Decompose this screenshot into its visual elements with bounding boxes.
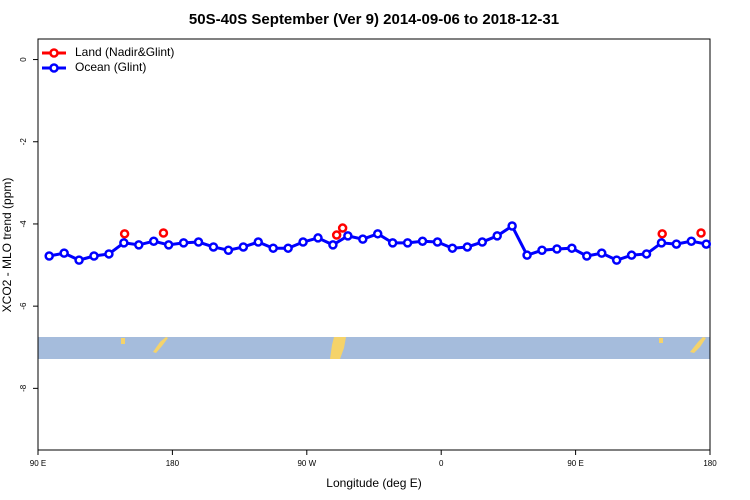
point (611, 255, 622, 265)
point (74, 255, 84, 265)
point (447, 243, 458, 253)
point (567, 243, 577, 253)
y-tick-label: -6 (19, 302, 28, 310)
point (163, 240, 174, 250)
land-patch (330, 337, 346, 359)
x-tick-label: 0 (439, 459, 444, 468)
point (44, 251, 54, 261)
y-tick-label: -8 (19, 384, 28, 392)
point (283, 243, 293, 253)
point (596, 248, 607, 258)
point (193, 237, 204, 247)
point (158, 228, 169, 238)
ocean-band (38, 337, 710, 359)
point (238, 242, 249, 252)
point (686, 236, 697, 246)
point (268, 243, 278, 253)
point (148, 236, 159, 246)
point (104, 249, 114, 259)
point (417, 236, 428, 246)
y-tick-label: 0 (19, 57, 28, 62)
point (89, 251, 99, 261)
point (641, 249, 652, 259)
point (656, 238, 667, 248)
point (119, 238, 129, 248)
map-strip (38, 337, 710, 359)
point (626, 250, 637, 260)
point (223, 245, 234, 256)
point (298, 237, 308, 247)
y-tick-label: -4 (19, 220, 28, 228)
point (59, 248, 69, 258)
point (657, 229, 667, 239)
land-patch (121, 338, 125, 344)
point (358, 234, 368, 244)
x-tick-label: 180 (166, 459, 180, 468)
point (552, 244, 562, 254)
y-tick-label: -2 (19, 138, 28, 146)
legend-marker (49, 48, 59, 58)
point (537, 245, 547, 256)
point (331, 230, 342, 240)
point (328, 240, 338, 250)
point (178, 238, 189, 248)
land-patch (690, 337, 706, 353)
legend-label: Land (Nadir&Glint) (75, 45, 174, 59)
point (134, 240, 144, 250)
x-tick-label: 180 (703, 459, 717, 468)
point (522, 250, 532, 260)
x-tick-label: 90 W (297, 459, 316, 468)
point (402, 238, 413, 248)
y-axis-label: XCO2 - MLO trend (ppm) (0, 178, 14, 313)
point (507, 221, 517, 231)
point (343, 231, 353, 241)
legend-label: Ocean (Glint) (75, 60, 146, 74)
point (582, 251, 592, 261)
point (372, 229, 383, 239)
point (387, 238, 398, 248)
point (492, 231, 502, 241)
point (462, 242, 473, 252)
land-patch (153, 337, 168, 353)
point (477, 237, 488, 247)
point (696, 228, 706, 238)
land-patch (659, 338, 663, 343)
point (432, 237, 443, 247)
point (701, 239, 712, 249)
legend-marker (49, 63, 59, 73)
x-axis-label: Longitude (deg E) (326, 476, 421, 490)
x-tick-label: 90 E (30, 459, 46, 468)
x-tick-label: 90 E (567, 459, 583, 468)
point (313, 233, 323, 243)
point (208, 242, 219, 252)
point (671, 239, 682, 249)
point (119, 229, 130, 239)
point (337, 223, 348, 233)
point (253, 237, 264, 247)
chart-title: 50S-40S September (Ver 9) 2014-09-06 to … (189, 11, 559, 28)
